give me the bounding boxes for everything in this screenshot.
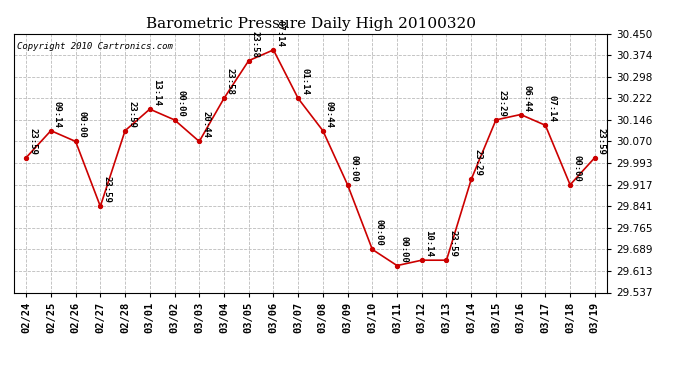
Text: 00:00: 00:00 <box>177 90 186 117</box>
Point <box>119 128 130 134</box>
Text: 23:29: 23:29 <box>498 90 507 117</box>
Point <box>441 257 452 263</box>
Point <box>144 106 155 112</box>
Text: 23:59: 23:59 <box>102 176 111 203</box>
Text: Copyright 2010 Cartronics.com: Copyright 2010 Cartronics.com <box>17 42 172 51</box>
Point <box>589 154 600 160</box>
Text: 07:14: 07:14 <box>275 20 284 47</box>
Point <box>367 246 378 252</box>
Text: 06:44: 06:44 <box>522 84 531 111</box>
Text: 13:14: 13:14 <box>152 79 161 106</box>
Point <box>416 257 427 263</box>
Text: 23:59: 23:59 <box>448 230 457 257</box>
Point <box>243 58 254 64</box>
Text: 00:00: 00:00 <box>572 155 581 182</box>
Point <box>540 122 551 128</box>
Text: 00:00: 00:00 <box>399 236 408 262</box>
Point <box>46 128 57 134</box>
Text: 00:00: 00:00 <box>350 155 359 182</box>
Text: 09:14: 09:14 <box>53 101 62 128</box>
Text: 00:00: 00:00 <box>77 111 86 138</box>
Point <box>268 47 279 53</box>
Text: 23:59: 23:59 <box>127 101 136 128</box>
Text: 23:59: 23:59 <box>597 128 606 154</box>
Point <box>95 203 106 209</box>
Text: 20:44: 20:44 <box>201 111 210 138</box>
Text: 23:58: 23:58 <box>226 68 235 95</box>
Text: 23:59: 23:59 <box>28 128 37 154</box>
Point <box>169 117 180 123</box>
Point <box>466 176 477 182</box>
Point <box>194 138 205 144</box>
Text: 09:44: 09:44 <box>325 101 334 128</box>
Point <box>391 262 402 268</box>
Point <box>515 111 526 117</box>
Point <box>564 182 575 188</box>
Text: 23:58: 23:58 <box>250 31 259 58</box>
Text: 00:00: 00:00 <box>374 219 383 246</box>
Point <box>342 182 353 188</box>
Point <box>70 138 81 144</box>
Text: 10:14: 10:14 <box>424 230 433 257</box>
Point <box>317 128 328 134</box>
Text: 23:29: 23:29 <box>473 150 482 176</box>
Point <box>219 95 230 101</box>
Text: 07:14: 07:14 <box>547 95 556 122</box>
Point <box>491 117 502 123</box>
Point <box>293 95 304 101</box>
Title: Barometric Pressure Daily High 20100320: Barometric Pressure Daily High 20100320 <box>146 17 475 31</box>
Point <box>21 154 32 160</box>
Text: 01:14: 01:14 <box>300 68 309 95</box>
